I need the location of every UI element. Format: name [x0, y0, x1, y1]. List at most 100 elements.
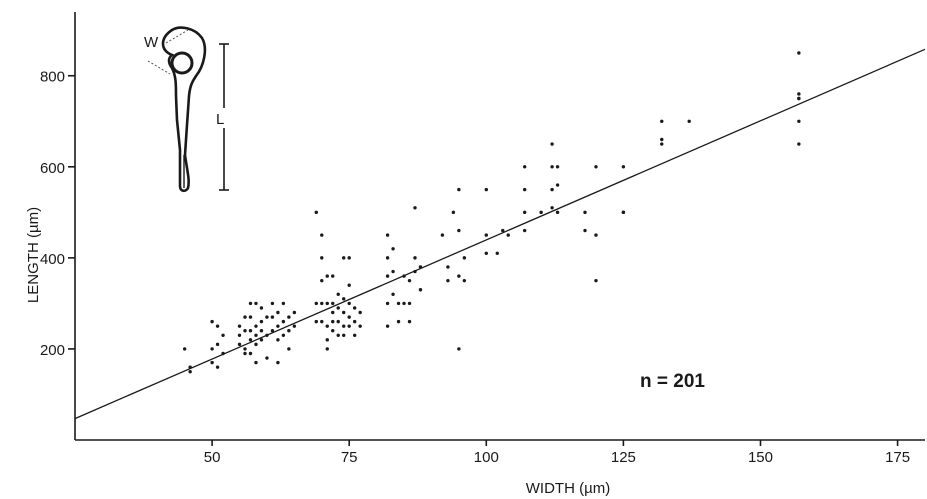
data-point — [287, 347, 291, 351]
data-point — [484, 251, 488, 256]
axes — [74, 12, 925, 441]
width-guide-lower — [147, 60, 171, 75]
data-point — [352, 306, 357, 310]
data-point — [621, 210, 626, 215]
data-point — [182, 347, 187, 351]
data-point — [331, 301, 335, 306]
data-point — [243, 329, 247, 333]
data-point — [325, 301, 329, 306]
data-point — [270, 315, 275, 319]
data-point — [237, 333, 242, 337]
data-point — [407, 301, 412, 306]
data-point — [325, 347, 329, 351]
data-point — [331, 274, 335, 278]
data-point — [215, 324, 220, 328]
data-point — [462, 256, 467, 260]
data-point — [215, 342, 220, 347]
data-point — [243, 351, 247, 356]
data-point — [687, 119, 691, 123]
data-point — [501, 228, 505, 233]
data-point — [583, 210, 587, 215]
data-point — [555, 210, 560, 215]
data-point — [342, 333, 346, 337]
data-point — [259, 319, 264, 324]
data-point — [221, 351, 225, 356]
data-point — [325, 338, 329, 342]
data-point — [583, 228, 587, 233]
data-point — [314, 210, 318, 215]
data-point — [418, 288, 423, 292]
data-point — [292, 324, 297, 328]
data-point — [188, 365, 192, 369]
x-ticks — [211, 440, 899, 446]
data-point — [259, 306, 264, 310]
data-point — [407, 278, 412, 283]
data-point — [347, 256, 351, 260]
data-point — [325, 274, 329, 278]
data-point — [248, 338, 253, 342]
data-point — [254, 324, 258, 328]
data-point — [347, 301, 351, 306]
data-point — [254, 333, 258, 337]
data-point — [336, 319, 340, 324]
data-point — [276, 310, 280, 315]
data-point — [484, 187, 488, 192]
data-point — [336, 292, 340, 296]
y-axis-label: LENGTH (µm) — [25, 207, 42, 303]
width-marker-label: W — [144, 34, 159, 51]
data-point — [539, 210, 543, 215]
data-point — [660, 142, 664, 146]
data-point — [281, 301, 286, 306]
data-point — [342, 256, 346, 260]
data-point — [594, 278, 598, 283]
data-point — [402, 301, 406, 306]
data-point — [221, 333, 225, 337]
data-point — [287, 315, 291, 319]
data-point — [797, 96, 801, 101]
x-tick-label-50: 50 — [204, 449, 221, 466]
data-point — [342, 310, 346, 315]
data-point — [358, 324, 362, 328]
data-point — [331, 310, 335, 315]
data-point — [254, 360, 258, 365]
x-axis-label: WIDTH (µm) — [526, 480, 610, 497]
x-tick-labels: 50 75 100 125 150 175 — [204, 449, 910, 466]
data-point — [276, 338, 280, 342]
data-point — [385, 274, 390, 278]
data-point — [320, 278, 324, 283]
data-point — [314, 301, 318, 306]
data-point — [385, 324, 390, 328]
data-point — [342, 297, 346, 301]
data-point — [457, 347, 461, 351]
data-point — [248, 301, 253, 306]
data-point — [660, 119, 664, 123]
data-point — [243, 315, 247, 319]
data-point — [550, 165, 554, 169]
data-point — [281, 319, 286, 324]
data-point — [276, 360, 280, 365]
data-point — [462, 278, 467, 283]
specimen-head-ring — [170, 51, 194, 75]
data-point — [248, 315, 253, 319]
data-point — [522, 210, 527, 215]
length-label-gap — [219, 108, 229, 128]
data-point — [259, 329, 264, 333]
data-point — [342, 324, 346, 328]
data-point — [797, 51, 801, 55]
data-point — [237, 324, 242, 328]
data-point — [248, 351, 253, 356]
x-tick-label-125: 125 — [611, 449, 636, 466]
width-guide-upper — [165, 29, 189, 44]
data-points — [182, 51, 801, 374]
data-point — [347, 283, 351, 287]
data-point — [237, 342, 242, 347]
data-point — [358, 310, 362, 315]
y-tick-labels: 200 400 600 800 — [40, 69, 65, 359]
data-point — [385, 301, 390, 306]
data-point — [292, 310, 297, 315]
data-point — [391, 247, 395, 251]
data-point — [446, 278, 450, 283]
sample-size-annotation: n = 201 — [640, 371, 705, 392]
data-point — [391, 292, 395, 296]
